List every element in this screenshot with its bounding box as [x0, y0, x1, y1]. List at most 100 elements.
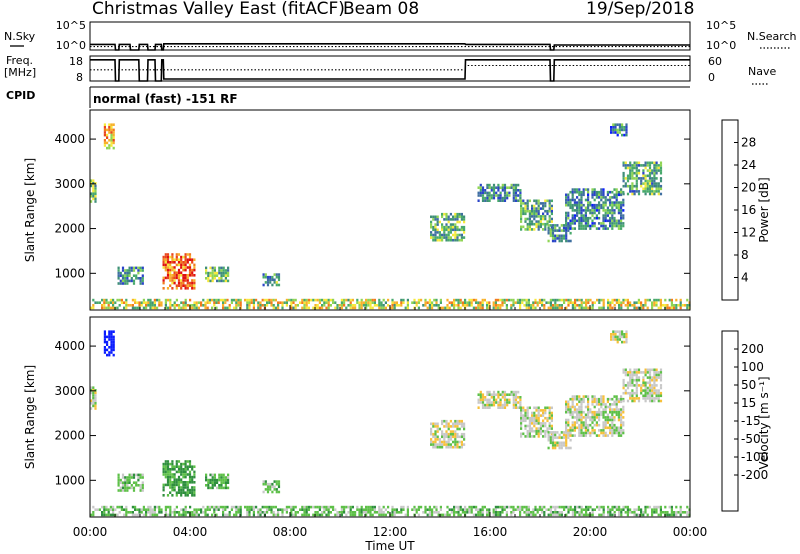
data-cell — [517, 194, 520, 197]
data-cell — [131, 306, 134, 310]
data-cell — [437, 304, 440, 307]
data-cell — [580, 193, 583, 197]
data-cell — [169, 263, 172, 267]
data-cell — [371, 301, 374, 304]
data-cell — [648, 169, 652, 172]
data-cell — [446, 505, 449, 509]
data-cell — [103, 144, 106, 147]
data-cell — [246, 511, 249, 514]
data-cell — [624, 304, 627, 307]
data-cell — [614, 330, 617, 333]
data-cell — [492, 513, 495, 517]
data-cell — [173, 268, 176, 272]
data-cell — [215, 306, 218, 310]
data-cell — [424, 301, 427, 304]
data-cell — [567, 408, 570, 411]
data-cell — [622, 164, 625, 167]
data-cell — [567, 431, 570, 435]
data-cell — [560, 444, 563, 447]
data-cell — [640, 508, 643, 511]
data-cell — [125, 306, 128, 310]
data-cell — [492, 393, 496, 396]
data-cell — [565, 505, 568, 509]
data-cell — [547, 513, 550, 517]
data-cell — [606, 416, 609, 419]
data-cell — [611, 508, 614, 511]
data-cell — [512, 301, 515, 304]
data-cell — [571, 511, 574, 514]
data-cell — [177, 481, 181, 484]
data-cell — [193, 279, 196, 282]
data-cell — [438, 233, 441, 237]
data-cell — [180, 274, 183, 277]
data-cell — [177, 279, 181, 282]
data-cell — [307, 513, 310, 517]
data-cell — [664, 511, 667, 514]
data-cell — [544, 222, 547, 226]
data-cell — [261, 511, 264, 514]
data-cell — [573, 421, 576, 424]
data-cell — [365, 513, 368, 517]
data-cell — [362, 301, 365, 304]
data-cell — [503, 183, 507, 187]
data-cell — [548, 411, 551, 415]
data-cell — [275, 482, 278, 486]
data-cell — [213, 304, 216, 307]
data-cell — [227, 486, 230, 490]
data-cell — [635, 301, 638, 304]
data-cell — [475, 301, 478, 304]
data-cell — [301, 298, 304, 302]
data-cell — [92, 386, 95, 389]
data-cell — [230, 298, 233, 302]
data-cell — [112, 513, 115, 517]
data-cell — [481, 298, 484, 302]
data-cell — [525, 511, 528, 514]
data-cell — [164, 475, 167, 479]
data-cell — [169, 481, 172, 484]
data-cell — [655, 161, 658, 165]
data-cell — [486, 191, 489, 195]
data-cell — [301, 505, 304, 509]
data-cell — [213, 484, 216, 487]
data-cell — [486, 511, 489, 514]
data-cell — [457, 301, 460, 304]
data-cell — [182, 301, 185, 304]
data-cell — [642, 371, 645, 374]
data-cell — [136, 301, 139, 304]
data-cell — [204, 301, 207, 304]
data-cell — [463, 438, 466, 441]
data-cell — [563, 298, 566, 302]
data-cell — [514, 393, 518, 396]
data-cell — [646, 179, 649, 183]
data-cell — [292, 505, 295, 509]
data-cell — [479, 191, 482, 195]
beam-label: Beam 08 — [343, 0, 419, 19]
data-cell — [92, 192, 95, 195]
data-cell — [530, 304, 533, 307]
data-cell — [492, 403, 496, 407]
data-cell — [606, 209, 609, 212]
data-cell — [277, 490, 281, 494]
data-cell — [434, 223, 437, 226]
data-cell — [180, 473, 183, 476]
data-cell — [207, 484, 210, 487]
data-cell — [135, 473, 138, 477]
data-cell — [182, 276, 185, 280]
data-cell — [584, 214, 587, 217]
data-cell — [648, 376, 652, 379]
data-cell — [620, 211, 623, 215]
data-cell — [456, 238, 459, 242]
data-cell — [524, 202, 527, 205]
data-cell — [222, 274, 225, 277]
data-cell — [657, 505, 660, 509]
data-cell — [108, 338, 111, 341]
data-cell — [191, 287, 194, 290]
data-cell — [602, 426, 605, 430]
data-cell — [175, 462, 178, 466]
data-cell — [653, 508, 656, 511]
data-cell — [595, 209, 598, 212]
data-cell — [578, 405, 581, 409]
data-cell — [438, 231, 441, 234]
data-cell — [679, 511, 682, 514]
data-cell — [136, 306, 139, 310]
